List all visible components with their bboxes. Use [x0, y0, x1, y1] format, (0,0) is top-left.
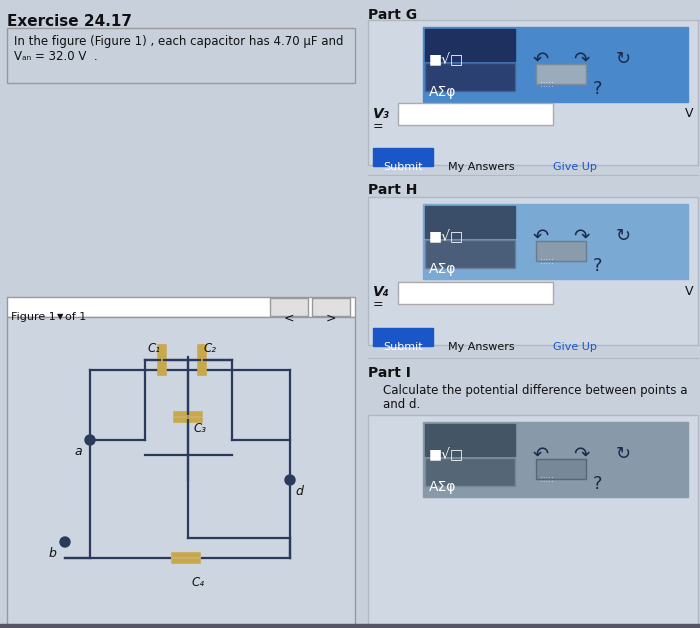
Text: Exercise 24.17: Exercise 24.17: [7, 14, 132, 29]
Text: Part G: Part G: [368, 8, 417, 22]
Bar: [368, 197, 698, 345]
Text: ?: ?: [593, 80, 603, 98]
Bar: [7, 297, 355, 317]
Text: AΣφ: AΣφ: [429, 85, 456, 99]
Text: and d.: and d.: [383, 398, 420, 411]
Bar: [423, 204, 688, 279]
Text: ↶: ↶: [533, 227, 550, 246]
Text: >: >: [326, 312, 336, 325]
Text: AΣφ: AΣφ: [429, 480, 456, 494]
Bar: [368, 20, 698, 165]
Text: Give Up: Give Up: [553, 342, 597, 352]
Bar: [368, 415, 698, 628]
Bar: [7, 317, 355, 625]
Text: <: <: [284, 312, 294, 325]
Text: AΣφ: AΣφ: [429, 262, 456, 276]
Text: Part I: Part I: [368, 366, 411, 380]
Text: My Answers: My Answers: [448, 162, 514, 172]
Text: ↷: ↷: [573, 50, 589, 69]
Text: =: =: [373, 120, 384, 133]
Text: My Answers: My Answers: [448, 342, 514, 352]
Bar: [270, 298, 308, 316]
Text: ↷: ↷: [573, 445, 589, 464]
Text: C₁: C₁: [147, 342, 160, 355]
Text: ↻: ↻: [616, 227, 631, 245]
Bar: [423, 422, 688, 497]
Text: ■√□: ■√□: [429, 230, 464, 244]
Text: :::::: :::::: [540, 80, 554, 89]
Text: ↻: ↻: [616, 445, 631, 463]
Text: :::::: :::::: [540, 475, 554, 484]
Text: Vₐₙ = 32.0 V  .: Vₐₙ = 32.0 V .: [14, 50, 97, 63]
Text: Calculate the potential difference between points a: Calculate the potential difference betwe…: [383, 384, 687, 397]
Text: Give Up: Give Up: [553, 162, 597, 172]
Text: Submit: Submit: [383, 162, 423, 172]
Circle shape: [85, 435, 95, 445]
Text: ?: ?: [593, 257, 603, 275]
Bar: [373, 148, 433, 166]
Bar: [312, 298, 350, 316]
Text: ↶: ↶: [533, 50, 550, 69]
Text: ■√□: ■√□: [429, 448, 464, 462]
Text: a: a: [74, 445, 82, 458]
Text: V₃: V₃: [373, 107, 390, 121]
Text: ?: ?: [593, 475, 603, 493]
Bar: [423, 27, 688, 102]
Text: of 1: of 1: [65, 312, 86, 322]
Text: V₄: V₄: [373, 285, 390, 299]
Circle shape: [60, 537, 70, 547]
Text: Submit: Submit: [383, 342, 423, 352]
Text: ↶: ↶: [533, 445, 550, 464]
Bar: [425, 29, 515, 61]
Bar: [373, 328, 433, 346]
Text: In the figure (Figure 1) , each capacitor has 4.70 μF and: In the figure (Figure 1) , each capacito…: [14, 35, 344, 48]
Bar: [7, 28, 355, 83]
Bar: [536, 241, 586, 261]
Text: d: d: [295, 485, 303, 498]
Text: V: V: [685, 285, 693, 298]
Text: C₂: C₂: [204, 342, 217, 355]
Text: V: V: [685, 107, 693, 120]
Bar: [398, 282, 553, 304]
Text: ↷: ↷: [573, 227, 589, 246]
Text: ▼: ▼: [57, 312, 64, 321]
Text: =: =: [373, 298, 384, 311]
Bar: [0, 624, 700, 628]
Circle shape: [285, 475, 295, 485]
Text: C₄: C₄: [191, 576, 204, 589]
Text: C₃: C₃: [193, 422, 206, 435]
Bar: [536, 64, 586, 84]
Text: Part H: Part H: [368, 183, 417, 197]
Bar: [425, 458, 515, 486]
Text: b: b: [49, 547, 57, 560]
Text: :::::: :::::: [540, 257, 554, 266]
Bar: [398, 103, 553, 125]
Bar: [425, 424, 515, 456]
Text: ■√□: ■√□: [429, 53, 464, 67]
Bar: [425, 206, 515, 238]
Bar: [425, 240, 515, 268]
Bar: [536, 459, 586, 479]
Text: Figure 1: Figure 1: [11, 312, 56, 322]
Bar: [425, 63, 515, 91]
Text: ↻: ↻: [616, 50, 631, 68]
